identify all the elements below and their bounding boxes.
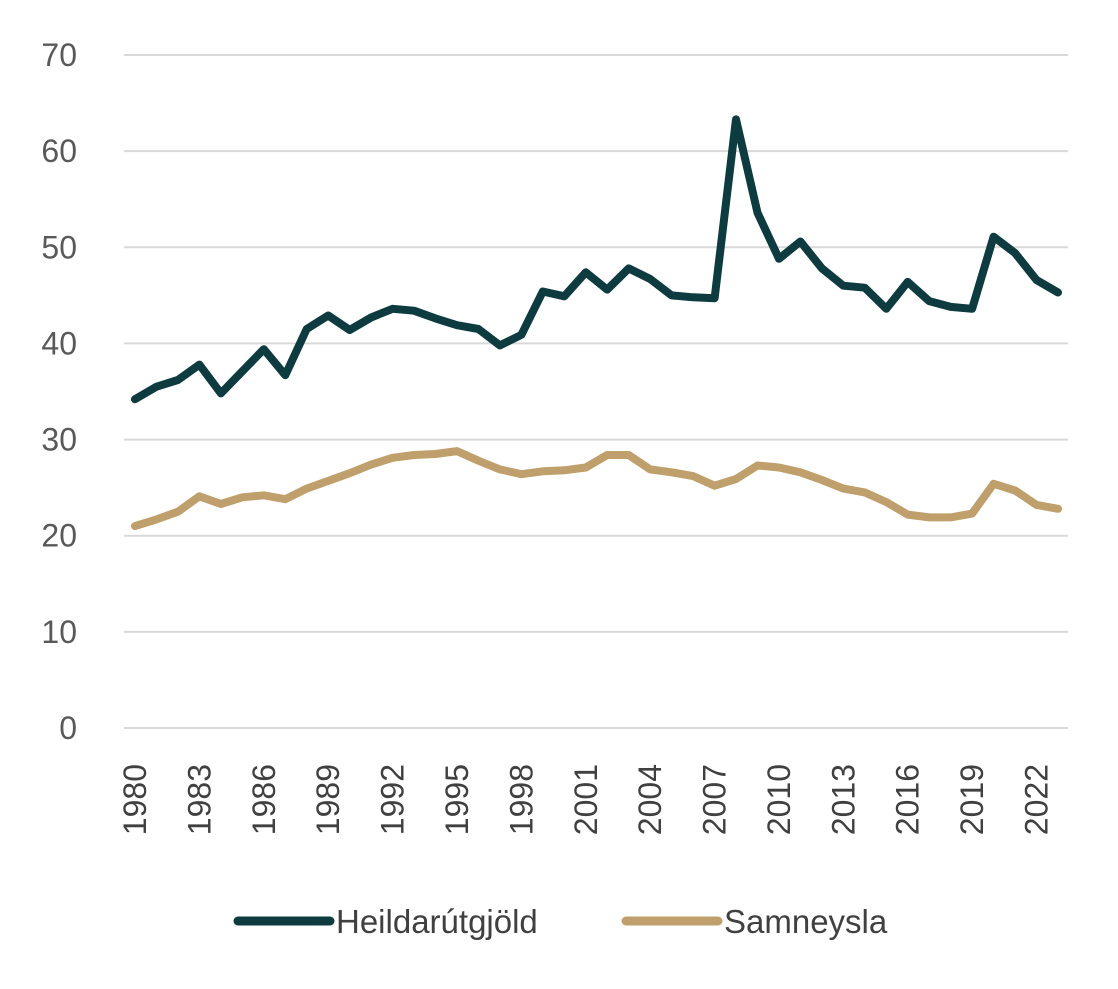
x-tick-label: 1992 [375,764,411,835]
x-tick-label: 1998 [503,764,539,835]
y-tick-label: 10 [41,614,77,650]
legend-label-heildarutgjold: Heildarútgjöld [336,903,538,940]
x-tick-label: 2007 [697,764,733,835]
x-tick-label: 1986 [246,764,282,835]
y-tick-label: 70 [41,37,77,73]
x-tick-label: 1983 [181,764,217,835]
y-tick-label: 40 [41,325,77,361]
x-tick-label: 2013 [825,764,861,835]
x-axis-tick-labels: 1980 1983 1986 1989 1992 1995 1998 2001 2004 2007… [117,764,1055,835]
gridlines [124,54,1068,729]
y-tick-label: 50 [41,229,77,265]
y-axis-tick-labels: 0 10 20 30 40 50 60 70 [41,37,77,746]
series-line-samneysla [131,447,1062,531]
x-tick-label: 1980 [117,764,153,835]
series-line-heildarutgjold [131,115,1062,404]
x-tick-label: 2004 [632,764,668,835]
x-tick-label: 1989 [310,764,346,835]
y-tick-label: 60 [41,133,77,169]
x-tick-label: 2019 [954,764,990,835]
x-tick-label: 2022 [1019,764,1055,835]
x-tick-label: 2016 [890,764,926,835]
x-tick-label: 2001 [568,764,604,835]
y-tick-label: 0 [59,710,77,746]
x-tick-label: 1995 [439,764,475,835]
series-lines [131,115,1062,531]
y-tick-label: 30 [41,422,77,458]
legend: Heildarútgjöld Samneysla [233,903,888,940]
x-tick-label: 2010 [761,764,797,835]
legend-label-samneysla: Samneysla [724,903,888,940]
y-tick-label: 20 [41,518,77,554]
